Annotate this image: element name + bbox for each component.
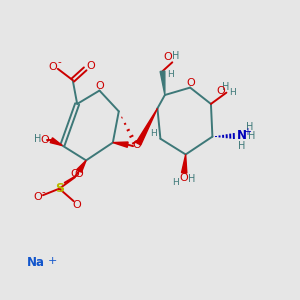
Text: +: +	[244, 127, 251, 137]
Text: S: S	[55, 182, 64, 195]
Text: O: O	[74, 169, 83, 179]
Text: O: O	[164, 52, 172, 62]
Text: H: H	[172, 51, 180, 62]
Text: Na: Na	[27, 256, 45, 269]
Text: H: H	[34, 134, 42, 144]
Text: H: H	[246, 122, 253, 132]
Polygon shape	[182, 154, 187, 173]
Text: H: H	[229, 88, 236, 97]
Text: O: O	[40, 135, 49, 145]
Text: H: H	[222, 82, 230, 92]
Polygon shape	[136, 108, 158, 145]
Text: -: -	[58, 57, 61, 67]
Text: O: O	[48, 62, 57, 72]
Polygon shape	[77, 160, 86, 172]
Text: H: H	[151, 129, 157, 138]
Text: +: +	[48, 256, 57, 266]
Text: O: O	[86, 61, 95, 71]
Text: O: O	[133, 140, 142, 150]
Text: H: H	[167, 70, 174, 79]
Text: H: H	[172, 178, 179, 187]
Text: O: O	[96, 81, 104, 91]
Polygon shape	[50, 138, 62, 146]
Polygon shape	[160, 71, 165, 95]
Text: O: O	[73, 200, 82, 210]
Text: H: H	[188, 174, 195, 184]
Text: H: H	[248, 131, 255, 141]
Polygon shape	[113, 142, 128, 147]
Text: H: H	[238, 140, 246, 151]
Text: O: O	[217, 86, 225, 96]
Text: O: O	[180, 173, 189, 183]
Text: N: N	[236, 129, 247, 142]
Text: O: O	[34, 192, 42, 202]
Text: O: O	[70, 169, 79, 179]
Text: O: O	[186, 78, 195, 88]
Text: -: -	[41, 187, 45, 196]
